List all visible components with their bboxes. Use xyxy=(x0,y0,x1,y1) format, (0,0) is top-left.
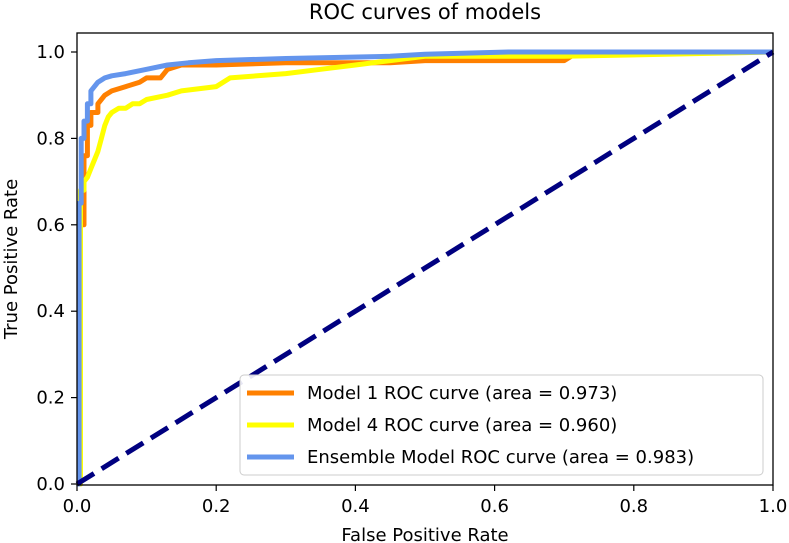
x-axis: 0.0 0.2 0.4 0.6 0.8 1.0 xyxy=(63,485,788,517)
x-tick-label: 0.0 xyxy=(63,496,92,517)
x-axis-title: False Positive Rate xyxy=(341,525,508,543)
chart-title: ROC curves of models xyxy=(309,0,541,24)
y-tick-label: 0.6 xyxy=(36,215,65,236)
roc-curve-series-3 xyxy=(76,49,773,487)
y-tick-label: 0.2 xyxy=(36,388,65,409)
y-tick-label: 0.0 xyxy=(36,474,65,495)
x-tick-label: 0.8 xyxy=(619,496,648,517)
chance-diagonal-line xyxy=(75,49,775,487)
y-tick-label: 1.0 xyxy=(36,42,65,63)
legend-label: Ensemble Model ROC curve (area = 0.983) xyxy=(307,447,694,468)
x-tick-label: 0.4 xyxy=(341,496,370,517)
legend-label: Model 4 ROC curve (area = 0.960) xyxy=(307,415,617,436)
x-tick-label: 1.0 xyxy=(759,496,788,517)
y-axis: 0.0 0.2 0.4 0.6 0.8 1.0 xyxy=(36,42,77,495)
x-tick-label: 0.2 xyxy=(202,496,231,517)
x-tick-label: 0.6 xyxy=(480,496,509,517)
plot-frame xyxy=(76,32,774,486)
legend-box xyxy=(239,374,764,476)
y-axis-title: True Positive Rate xyxy=(1,179,22,340)
legend: Model 1 ROC curve (area = 0.973) Model 4 … xyxy=(239,374,764,476)
y-tick-label: 0.4 xyxy=(36,301,65,322)
y-tick-label: 0.8 xyxy=(36,128,65,149)
legend-label: Model 1 ROC curve (area = 0.973) xyxy=(307,383,617,404)
series-layer xyxy=(75,49,775,487)
roc-curve-series-2 xyxy=(77,49,774,487)
